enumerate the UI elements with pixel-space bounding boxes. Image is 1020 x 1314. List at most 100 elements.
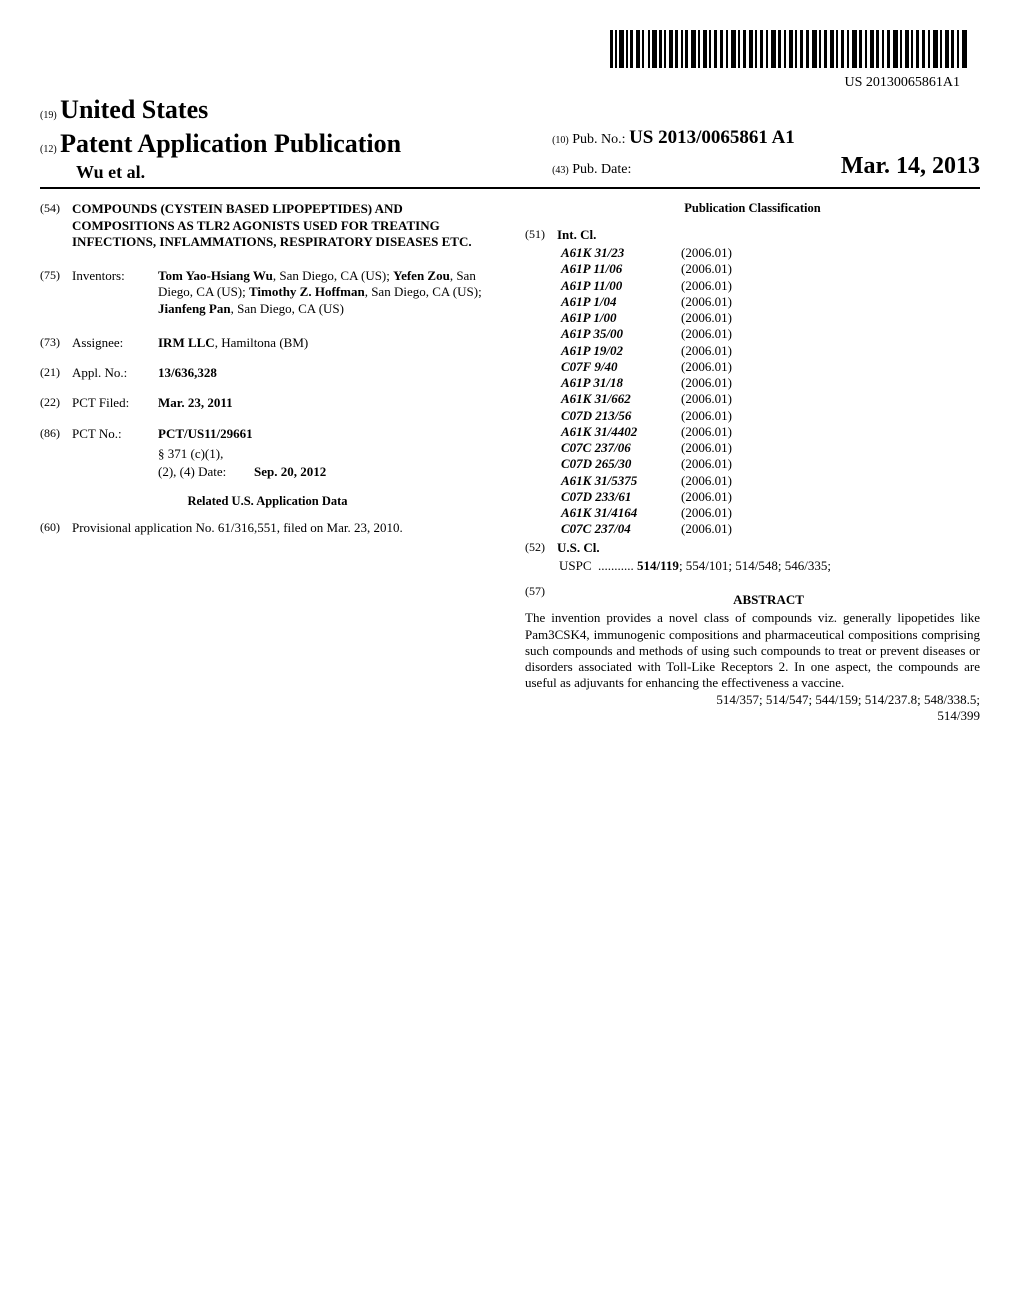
applno-inid: (21) xyxy=(40,365,72,381)
intcl-row: C07D 265/30(2006.01) xyxy=(525,456,980,472)
intcl-year: (2006.01) xyxy=(681,456,732,472)
assignee-value: IRM LLC, Hamiltona (BM) xyxy=(158,335,495,351)
intcl-code: A61P 1/00 xyxy=(525,310,681,326)
intcl-label: Int. Cl. xyxy=(557,227,596,242)
pct-24date-value: Sep. 20, 2012 xyxy=(254,464,326,479)
intcl-row: A61P 31/18(2006.01) xyxy=(525,375,980,391)
intcl-code: C07C 237/04 xyxy=(525,521,681,537)
intcl-code: C07D 213/56 xyxy=(525,408,681,424)
intcl-row: A61P 35/00(2006.01) xyxy=(525,326,980,342)
barcode-region: US 20130065861A1 xyxy=(40,30,980,92)
related-heading: Related U.S. Application Data xyxy=(40,494,495,510)
inventors-label: Inventors: xyxy=(72,268,158,317)
intcl-row: A61K 31/4164(2006.01) xyxy=(525,505,980,521)
intcl-code: C07D 233/61 xyxy=(525,489,681,505)
intcl-code: C07C 237/06 xyxy=(525,440,681,456)
intcl-row: A61P 11/06(2006.01) xyxy=(525,261,980,277)
intcl-row: A61K 31/23(2006.01) xyxy=(525,245,980,261)
invention-title: COMPOUNDS (CYSTEIN BASED LIPOPEPTIDES) A… xyxy=(72,201,495,250)
header-authors: Wu et al. xyxy=(40,161,532,184)
pctfiled-label: PCT Filed: xyxy=(72,395,158,411)
intcl-row: A61P 1/00(2006.01) xyxy=(525,310,980,326)
intcl-year: (2006.01) xyxy=(681,408,732,424)
left-column: (54) COMPOUNDS (CYSTEIN BASED LIPOPEPTID… xyxy=(40,201,495,724)
classification-heading: Publication Classification xyxy=(525,201,980,217)
intcl-year: (2006.01) xyxy=(681,440,732,456)
intcl-code: A61K 31/5375 xyxy=(525,473,681,489)
uscl-inid: (52) xyxy=(525,540,557,556)
intcl-row: A61K 31/662(2006.01) xyxy=(525,391,980,407)
title-inid: (54) xyxy=(40,201,72,250)
intcl-row: A61K 31/5375(2006.01) xyxy=(525,473,980,489)
intcl-year: (2006.01) xyxy=(681,326,732,342)
uspc-text: USPC ........... 514/119; 554/101; 514/5… xyxy=(525,558,980,574)
intcl-row: C07C 237/04(2006.01) xyxy=(525,521,980,537)
pctfiled-value: Mar. 23, 2011 xyxy=(158,395,233,410)
intcl-row: C07D 213/56(2006.01) xyxy=(525,408,980,424)
intcl-row: C07D 233/61(2006.01) xyxy=(525,489,980,505)
inventors-inid: (75) xyxy=(40,268,72,317)
intcl-row: A61K 31/4402(2006.01) xyxy=(525,424,980,440)
intcl-year: (2006.01) xyxy=(681,278,732,294)
related-text: Provisional application No. 61/316,551, … xyxy=(72,520,495,536)
related-inid: (60) xyxy=(40,520,72,536)
intcl-code: A61K 31/23 xyxy=(525,245,681,261)
abstract-text: The invention provides a novel class of … xyxy=(525,610,980,691)
intcl-year: (2006.01) xyxy=(681,489,732,505)
intcl-row: A61P 19/02(2006.01) xyxy=(525,343,980,359)
assignee-inid: (73) xyxy=(40,335,72,351)
pub-no-value: US 2013/0065861 A1 xyxy=(629,127,795,148)
uspc-rest: ; 554/101; 514/548; 546/335; xyxy=(679,558,831,573)
intcl-row: C07C 237/06(2006.01) xyxy=(525,440,980,456)
intcl-code: C07D 265/30 xyxy=(525,456,681,472)
uspc-cont: 514/357; 514/547; 544/159; 514/237.8; 54… xyxy=(525,692,980,708)
intcl-inid: (51) xyxy=(525,227,557,243)
uspc-cont: 514/399 xyxy=(525,708,980,724)
pub-date-inid: (43) xyxy=(552,165,569,176)
country-name: United States xyxy=(60,95,208,124)
intcl-code: A61P 19/02 xyxy=(525,343,681,359)
intcl-year: (2006.01) xyxy=(681,391,732,407)
intcl-code: A61P 35/00 xyxy=(525,326,681,342)
intcl-code: C07F 9/40 xyxy=(525,359,681,375)
uspc-lead: 514/119 xyxy=(637,558,679,573)
intcl-year: (2006.01) xyxy=(681,294,732,310)
intcl-row: A61P 1/04(2006.01) xyxy=(525,294,980,310)
intcl-year: (2006.01) xyxy=(681,424,732,440)
intcl-code: A61P 1/04 xyxy=(525,294,681,310)
abstract-inid: (57) xyxy=(525,584,557,610)
abstract-heading: ABSTRACT xyxy=(557,592,980,608)
pub-type-inid: (12) xyxy=(40,144,57,155)
pctfiled-inid: (22) xyxy=(40,395,72,411)
pct-24date-label: (2), (4) Date: xyxy=(158,464,254,480)
country-inid: (19) xyxy=(40,110,57,121)
pub-no-inid: (10) xyxy=(552,135,569,146)
intcl-year: (2006.01) xyxy=(681,359,732,375)
barcode-text: US 20130065861A1 xyxy=(40,74,960,92)
intcl-year: (2006.01) xyxy=(681,505,732,521)
assignee-label: Assignee: xyxy=(72,335,158,351)
applno-value: 13/636,328 xyxy=(158,365,217,380)
intcl-code: A61P 11/06 xyxy=(525,261,681,277)
intcl-code: A61P 31/18 xyxy=(525,375,681,391)
intcl-year: (2006.01) xyxy=(681,375,732,391)
pub-type: Patent Application Publication xyxy=(60,129,401,158)
inventors-value: Tom Yao-Hsiang Wu, San Diego, CA (US); Y… xyxy=(158,268,495,317)
applno-label: Appl. No.: xyxy=(72,365,158,381)
header: (19) United States (12) Patent Applicati… xyxy=(40,94,980,190)
pctno-inid: (86) xyxy=(40,426,72,442)
intcl-year: (2006.01) xyxy=(681,473,732,489)
intcl-year: (2006.01) xyxy=(681,261,732,277)
pct-371-label: § 371 (c)(1), xyxy=(158,446,254,462)
intcl-list: A61K 31/23(2006.01)A61P 11/06(2006.01)A6… xyxy=(525,245,980,538)
intcl-year: (2006.01) xyxy=(681,245,732,261)
intcl-code: A61K 31/662 xyxy=(525,391,681,407)
intcl-year: (2006.01) xyxy=(681,310,732,326)
intcl-row: A61P 11/00(2006.01) xyxy=(525,278,980,294)
intcl-row: C07F 9/40(2006.01) xyxy=(525,359,980,375)
intcl-code: A61P 11/00 xyxy=(525,278,681,294)
intcl-year: (2006.01) xyxy=(681,521,732,537)
intcl-code: A61K 31/4402 xyxy=(525,424,681,440)
barcode-icon xyxy=(610,30,970,68)
uspc-label: USPC xyxy=(559,558,592,573)
